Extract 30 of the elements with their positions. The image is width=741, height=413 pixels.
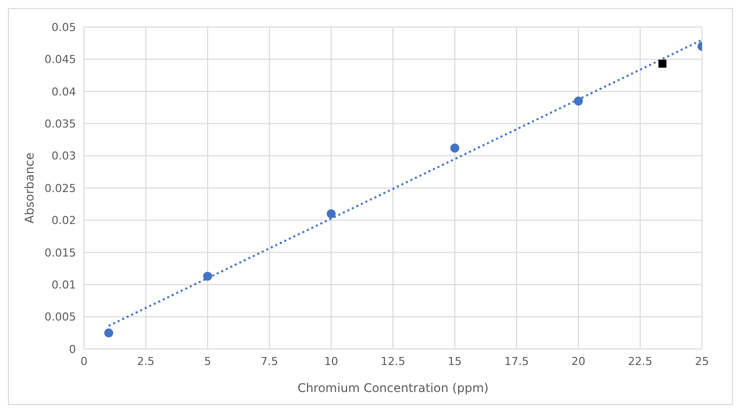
y-tick-label: 0.05 [52,20,76,34]
point [450,144,460,153]
y-tick-label: 0.01 [52,278,76,292]
x-tick-label: 0 [80,354,88,368]
y-tick-label: 0.035 [44,118,76,131]
x-tick-label: 15 [448,354,462,368]
x-axis-title: Chromium Concentration (ppm) [297,381,489,395]
y-tick-label: 0.04 [52,85,76,98]
y-tick-label: 0.005 [44,310,76,324]
point [574,96,583,106]
point [203,272,212,281]
x-tick-label: 12.5 [380,354,406,368]
x-tick-label: 25 [695,354,709,368]
x-tick-label: 5 [204,354,212,368]
y-tick-label: 0.02 [52,214,76,228]
point [658,60,666,68]
x-tick-label: 10 [324,354,338,368]
x-tick-label: 7.5 [260,354,278,368]
y-tick-label: 0.045 [44,53,76,66]
point [326,209,336,218]
x-tick-label: 20 [571,354,586,368]
point [104,328,114,338]
x-tick-label: 17.5 [504,354,529,368]
x-tick-label: 2.5 [137,354,155,368]
y-tick-label: 0.015 [44,246,76,260]
y-tick-label: 0 [69,342,76,356]
y-axis-title: Absorbance [22,152,36,224]
y-tick-label: 0.025 [44,182,76,195]
y-tick-label: 0.03 [52,150,76,163]
x-tick-label: 22.5 [628,354,652,368]
